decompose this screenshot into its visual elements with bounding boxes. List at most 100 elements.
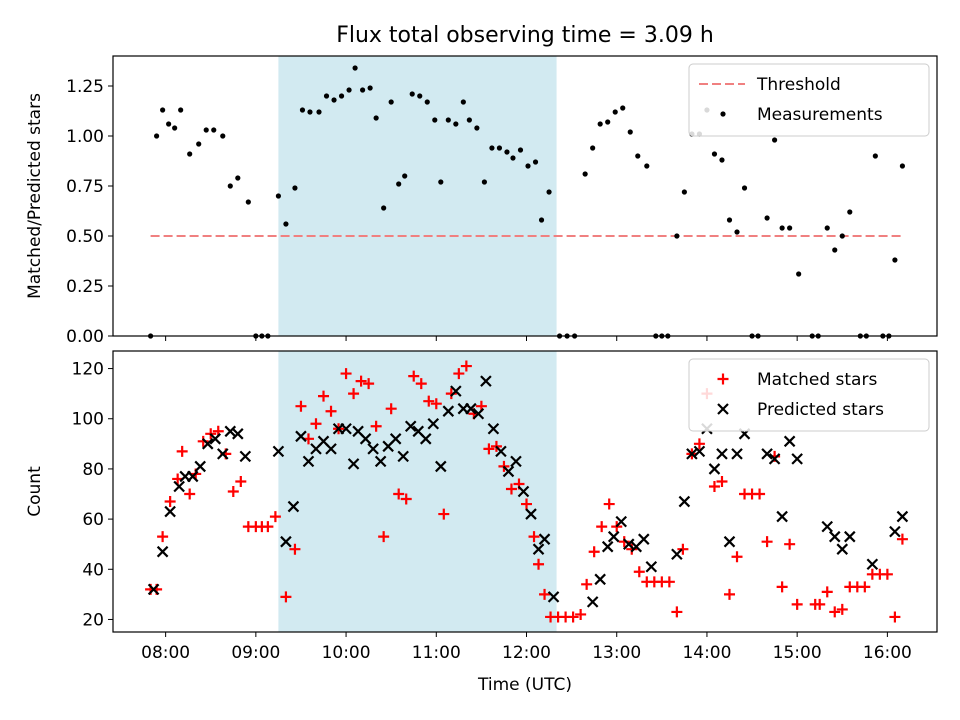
predicted-star-point	[487, 422, 500, 435]
y-tick-label-1.25: 1.25	[66, 77, 104, 97]
predicted-star-point	[347, 458, 360, 470]
predicted-star-point	[836, 543, 849, 555]
measurement-point	[644, 163, 650, 169]
measurement-point	[824, 225, 830, 231]
y-tick-label-0.50: 0.50	[66, 227, 104, 247]
matched-star-point	[235, 475, 247, 487]
predicted-star-point	[638, 533, 650, 545]
measurement-point	[220, 133, 226, 139]
matched-star-point	[881, 568, 893, 580]
measurement-point	[681, 189, 687, 195]
measurement-point	[612, 109, 618, 115]
x-tick-label-0900: 09:00	[231, 643, 280, 663]
measurement-point	[460, 99, 466, 105]
matched-star-point	[603, 498, 615, 510]
matched-star-point	[505, 483, 517, 495]
predicted-star-point	[186, 470, 199, 483]
measurement-point	[283, 221, 289, 227]
predicted-star-point	[374, 455, 387, 468]
predicted-star-point	[594, 573, 606, 586]
predicted-star-point	[622, 538, 635, 550]
matched-star-point	[671, 606, 683, 618]
measurement-point	[466, 117, 472, 123]
measurement-point	[525, 163, 531, 169]
predicted-star-point	[896, 510, 909, 523]
matched-star-point	[483, 443, 495, 455]
measurement-point	[517, 147, 524, 153]
predicted-star-point	[325, 443, 337, 455]
y-axis-label: Count	[25, 466, 45, 517]
predicted-star-point	[708, 463, 721, 475]
matched-star-point	[408, 370, 420, 382]
legend-measurement-swatch	[720, 111, 726, 117]
predicted-star-point	[367, 443, 379, 455]
measurement-point	[627, 129, 633, 135]
ratio-panel: 0.00 0.25 0.50 0.75 1.00 1.25 Matched/Predicte…	[25, 55, 938, 347]
matched-star-point	[663, 576, 675, 588]
measurement-point	[211, 127, 217, 133]
measurement-point	[172, 125, 178, 131]
matched-star-point	[814, 598, 826, 610]
legend-matched-swatch	[717, 373, 729, 385]
measurement-point	[872, 153, 878, 159]
matched-star-point	[859, 581, 871, 593]
measurement-point	[187, 151, 193, 157]
measurement-point	[496, 145, 503, 151]
measurement-point	[481, 179, 488, 185]
measurement-point	[445, 117, 451, 123]
matched-star-point	[889, 611, 901, 623]
predicted-star-point	[209, 433, 222, 445]
predicted-star-point	[224, 425, 237, 438]
measurement-point	[597, 121, 603, 127]
matched-star-point	[618, 536, 630, 548]
measurement-point	[275, 193, 282, 199]
predicted-star-point	[844, 530, 856, 543]
y-tick-label-40: 40	[82, 560, 104, 580]
measurement-point	[227, 183, 233, 189]
matched-star-point	[400, 493, 412, 505]
matched-star-point	[355, 375, 367, 387]
predicted-star-point	[295, 430, 307, 443]
matched-star-point	[415, 378, 427, 390]
matched-star-point	[575, 608, 587, 620]
measurement-point	[381, 205, 387, 211]
predicted-star-point	[280, 535, 292, 548]
y-tick-label-0.25: 0.25	[66, 277, 104, 297]
measurement-point	[235, 175, 241, 181]
y-tick-label-100: 100	[72, 410, 104, 430]
measurement-point	[839, 233, 845, 239]
measurement-point	[779, 225, 785, 231]
legend-label: Threshold	[756, 75, 841, 95]
legend-box	[688, 358, 930, 432]
measurement-point	[432, 117, 438, 123]
matched-star-point	[460, 360, 472, 372]
predicted-star-point	[397, 450, 409, 463]
predicted-star-point	[194, 460, 206, 473]
matched-star-point	[393, 488, 405, 500]
legend-label: Measurements	[757, 105, 883, 125]
measurement-point	[635, 153, 641, 159]
measurement-point	[892, 257, 898, 263]
matched-star-point	[836, 603, 848, 615]
predicted-star-point	[517, 485, 530, 498]
measurement-point	[726, 217, 733, 223]
y-tick-label-0.75: 0.75	[66, 177, 104, 197]
measurement-point	[203, 127, 209, 133]
legend-box	[688, 63, 930, 137]
measurement-point	[388, 99, 394, 105]
x-tick-label-1100: 11:00	[412, 643, 461, 663]
predicted-star-point	[404, 420, 417, 433]
measurement-point	[489, 145, 495, 151]
measurement-point	[417, 93, 423, 99]
predicted-star-point	[510, 455, 522, 468]
predicted-star-point	[525, 508, 537, 520]
matched-star-point	[539, 588, 551, 600]
x-tick-label-1300: 13:00	[592, 643, 641, 663]
matched-star-point	[176, 445, 188, 457]
matched-star-point	[310, 418, 322, 430]
predicted-star-point	[472, 407, 485, 420]
predicted-star-point	[272, 445, 285, 458]
matched-star-point	[776, 581, 788, 593]
matched-star-point	[295, 400, 307, 412]
matched-star-point	[731, 551, 743, 563]
